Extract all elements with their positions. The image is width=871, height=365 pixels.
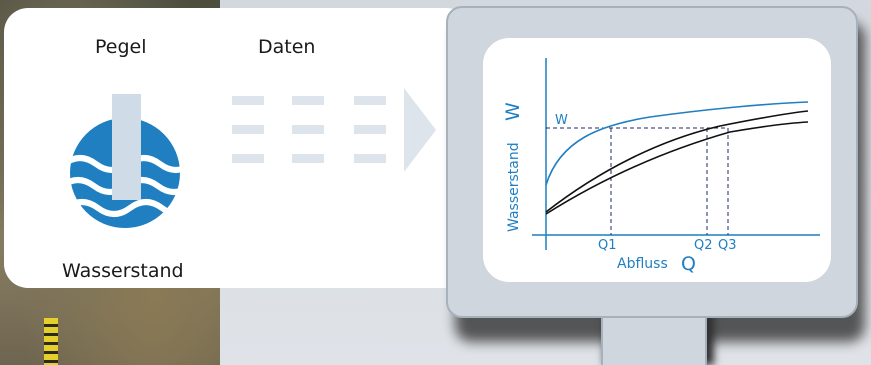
daten-label: Daten	[258, 36, 316, 58]
w-marker-label: W	[555, 113, 568, 128]
x-axis-label: Abfluss	[617, 256, 668, 272]
guide-lines	[546, 127, 729, 235]
x-axis-symbol: Q	[681, 253, 696, 275]
q1-label: Q1	[598, 238, 617, 253]
water-level-icon	[60, 94, 194, 228]
monitor-stand	[601, 312, 707, 365]
y-axis-symbol: W	[502, 102, 524, 121]
data-arrow-icon	[232, 88, 436, 172]
y-axis-label: Wasserstand	[506, 142, 522, 232]
rating-curve-black-2	[545, 121, 809, 215]
rating-curve-blue	[545, 101, 809, 186]
wasserstand-label: Wasserstand	[62, 260, 184, 282]
rating-curve-black-1	[545, 110, 809, 213]
monitor-screen	[483, 38, 831, 282]
q2-label: Q2	[694, 238, 713, 253]
gauge-staff	[44, 318, 58, 365]
q3-label: Q3	[718, 238, 737, 253]
pegel-label: Pegel	[95, 36, 147, 58]
